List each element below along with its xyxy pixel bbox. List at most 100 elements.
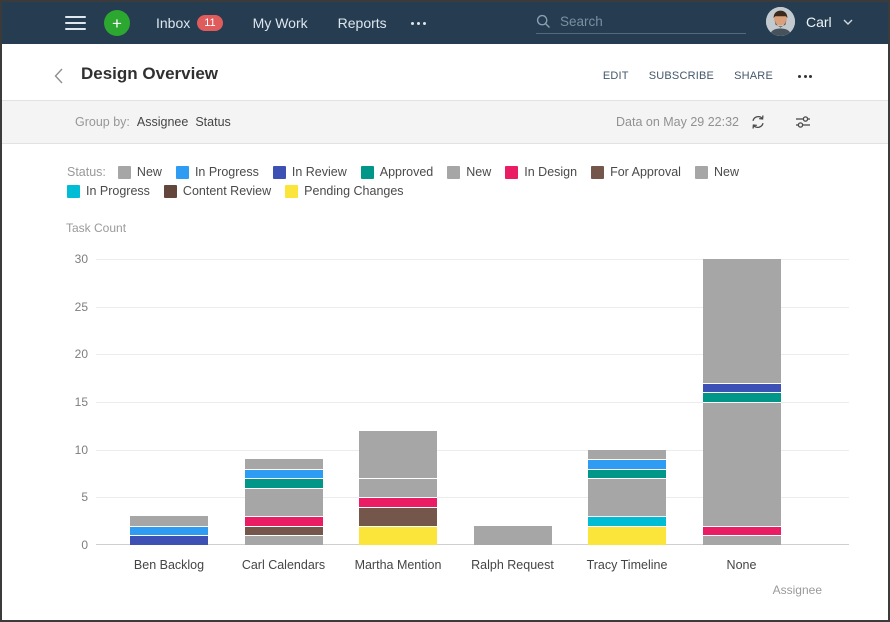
legend-item[interactable]: Content Review: [163, 184, 272, 198]
x-tick-label: Martha Mention: [354, 558, 442, 572]
bar-segment[interactable]: [588, 478, 666, 517]
legend-swatch: [163, 184, 177, 198]
bar-segment[interactable]: [702, 392, 781, 402]
bar-segment[interactable]: [130, 525, 208, 536]
create-new-button[interactable]: +: [104, 10, 130, 36]
legend-item[interactable]: New: [694, 165, 739, 179]
legend-item-label: New: [713, 165, 739, 179]
share-button[interactable]: SHARE: [734, 70, 773, 82]
legend-item-label: Pending Changes: [304, 184, 404, 198]
legend-swatch: [175, 165, 189, 179]
hamburger-menu-icon[interactable]: [65, 16, 86, 30]
subscribe-button[interactable]: SUBSCRIBE: [648, 70, 715, 82]
bar-segment[interactable]: [244, 468, 323, 479]
bar-segment[interactable]: [588, 525, 666, 545]
bar-segment[interactable]: [588, 516, 666, 526]
y-tick-label: 15: [74, 395, 88, 409]
group-by-assignee[interactable]: Assignee: [136, 115, 189, 129]
edit-button[interactable]: EDIT: [602, 70, 629, 82]
bar-segment[interactable]: [244, 516, 323, 526]
bar-segment[interactable]: [702, 402, 781, 526]
x-axis-title: Assignee: [772, 583, 822, 597]
bar-segment[interactable]: [588, 468, 666, 479]
legend-item[interactable]: Pending Changes: [285, 184, 404, 198]
legend-swatch: [67, 184, 80, 198]
report-toolbar: Group by: Assignee Status Data on May 29…: [2, 100, 888, 144]
filter-settings-icon[interactable]: [795, 114, 811, 130]
bar-segment[interactable]: [588, 449, 666, 460]
page-title: Design Overview: [81, 64, 219, 83]
bar-segment[interactable]: [359, 525, 437, 545]
group-by-controls: Group by: Assignee Status: [75, 115, 231, 129]
y-tick-label: 5: [81, 490, 88, 505]
bar-segment[interactable]: [244, 535, 323, 545]
bar-segment[interactable]: [702, 259, 781, 383]
bar-segment[interactable]: [130, 535, 208, 545]
legend-swatch: [591, 165, 605, 179]
legend-item-label: For Approval: [610, 165, 681, 179]
inbox-count-badge: 11: [197, 15, 223, 31]
bar-segment[interactable]: [473, 525, 552, 545]
legend-item[interactable]: In Progress: [175, 165, 259, 179]
user-menu[interactable]: Carl: [766, 7, 853, 36]
group-by-status[interactable]: Status: [195, 115, 231, 129]
y-tick-label: 0: [81, 538, 88, 552]
bar-segment[interactable]: [588, 459, 666, 469]
avatar: [766, 7, 795, 36]
bar-segment[interactable]: [359, 478, 437, 498]
legend-swatch: [360, 165, 374, 179]
bar-segment[interactable]: [130, 516, 208, 526]
legend-swatch: [694, 165, 708, 179]
bar-segment[interactable]: [702, 382, 781, 393]
bar-segment[interactable]: [359, 506, 437, 526]
search-icon: [536, 14, 550, 28]
x-tick-label: Carl Calendars: [241, 558, 326, 572]
legend-item-label: In Progress: [194, 165, 259, 179]
bar-segment[interactable]: [244, 525, 323, 536]
bar-segment[interactable]: [244, 459, 323, 469]
y-tick-label: 10: [74, 442, 88, 457]
data-timestamp: Data on May 29 22:32: [616, 115, 739, 129]
x-tick-label: Tracy Timeline: [586, 558, 668, 572]
legend-item-label: Approved: [379, 165, 434, 179]
legend-item[interactable]: New: [447, 165, 491, 179]
bar-segment[interactable]: [359, 497, 437, 507]
gridline: [96, 259, 849, 260]
header-actions: EDIT SUBSCRIBE SHARE: [603, 70, 812, 82]
legend-item[interactable]: For Approval: [591, 165, 681, 179]
bar-segment[interactable]: [244, 487, 323, 517]
x-tick-label: None: [726, 558, 757, 572]
bar-segment[interactable]: [244, 478, 323, 488]
more-actions-icon[interactable]: [798, 74, 812, 78]
nav-item-label: Reports: [337, 15, 387, 31]
bar-segment[interactable]: [359, 430, 437, 479]
y-axis: 0 5 10 15 20 25 30: [56, 252, 88, 552]
bar-segment[interactable]: [702, 535, 781, 545]
nav-more-icon[interactable]: [410, 21, 426, 25]
gridline: [96, 402, 849, 403]
bar-segment[interactable]: [702, 525, 781, 536]
legend-item[interactable]: New: [117, 165, 162, 179]
nav-item-inbox[interactable]: Inbox 11: [156, 15, 223, 31]
gridline: [96, 354, 849, 356]
legend-item-label: In Progress: [86, 184, 150, 198]
y-tick-label: 30: [74, 252, 88, 266]
gridline: [96, 449, 849, 451]
legend-item[interactable]: In Design: [505, 165, 577, 179]
legend-item[interactable]: In Review: [272, 165, 347, 179]
legend-item-label: Content Review: [182, 184, 272, 198]
search-input[interactable]: Search: [536, 10, 746, 34]
nav-item-reports[interactable]: Reports: [338, 15, 387, 31]
back-chevron-icon[interactable]: [54, 68, 63, 84]
nav-item-my-work[interactable]: My Work: [253, 15, 308, 31]
legend-swatch: [505, 165, 519, 179]
gridline: [96, 497, 849, 499]
nav-item-label: My Work: [252, 15, 308, 31]
legend-item[interactable]: In Progress: [67, 184, 150, 198]
legend-swatch: [117, 165, 131, 179]
refresh-icon[interactable]: [750, 114, 766, 130]
legend-item[interactable]: Approved: [360, 165, 434, 179]
legend-item-label: New: [136, 165, 162, 179]
report-header: Design Overview EDIT SUBSCRIBE SHARE: [2, 44, 888, 100]
